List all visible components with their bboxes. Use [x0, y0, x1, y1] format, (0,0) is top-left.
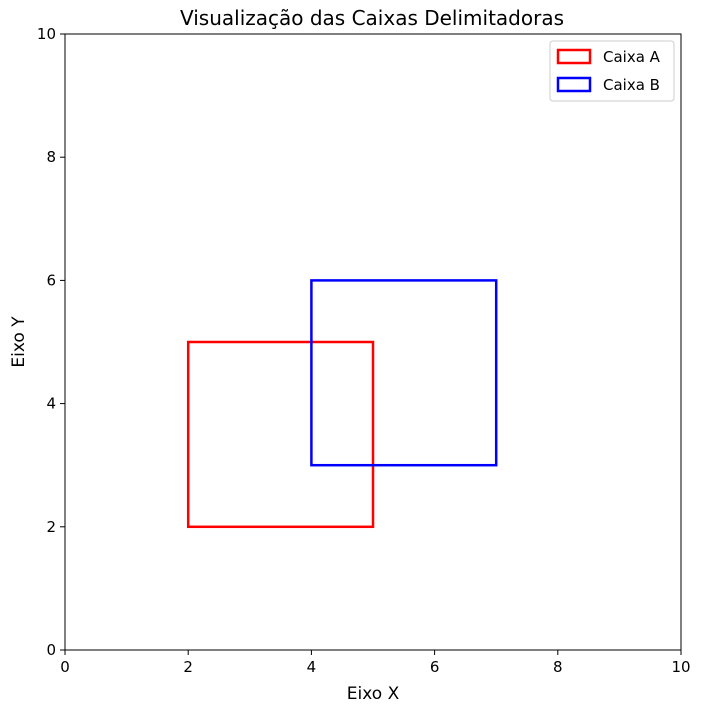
legend-swatch	[556, 76, 592, 93]
legend-label: Caixa A	[603, 48, 661, 66]
y-tick-label: 2	[46, 518, 56, 536]
y-tick-label: 0	[46, 641, 56, 659]
box-caixa-b	[310, 279, 498, 467]
plot-area	[64, 33, 682, 651]
y-tick-label: 4	[46, 395, 56, 413]
boxes-layer	[186, 279, 498, 529]
y-axis-label: Eixo Y	[9, 316, 29, 368]
x-tick-label: 4	[307, 658, 317, 676]
chart-title: Visualização das Caixas Delimitadoras	[180, 6, 564, 30]
legend-frame	[549, 40, 675, 102]
y-tick-label: 6	[46, 271, 56, 289]
legend-swatch	[556, 48, 592, 65]
legend-label: Caixa B	[603, 76, 660, 94]
x-tick-label: 10	[671, 658, 690, 676]
legend-items: Caixa A Caixa B	[556, 48, 661, 94]
legend: Caixa A Caixa B	[549, 40, 675, 102]
y-tick-label: 8	[46, 148, 56, 166]
x-axis-label: Eixo X	[347, 684, 400, 704]
plot-border	[64, 33, 682, 651]
y-tick-label: 10	[37, 25, 56, 43]
x-tick-label: 0	[60, 658, 70, 676]
y-axis-ticks: 0 2 4 6 8 10	[37, 25, 65, 659]
x-tick-label: 6	[430, 658, 440, 676]
box-caixa-a	[186, 340, 375, 529]
x-tick-label: 8	[553, 658, 563, 676]
x-axis-ticks: 0 2 4 6 8 10	[60, 650, 691, 676]
x-tick-label: 2	[183, 658, 193, 676]
